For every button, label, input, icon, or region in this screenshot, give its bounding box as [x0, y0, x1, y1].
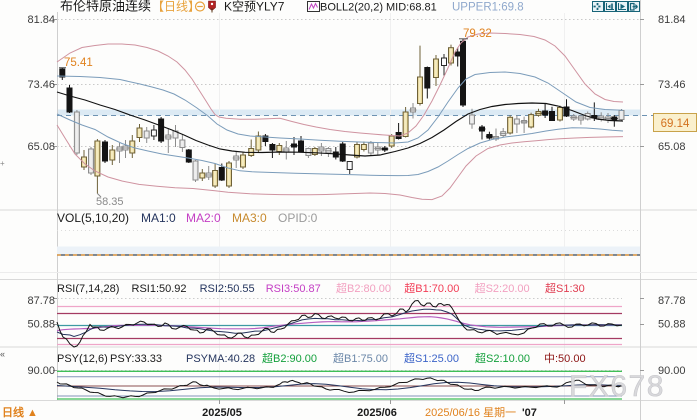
- svg-text:58.35: 58.35: [96, 196, 124, 208]
- svg-text:«: «: [0, 349, 5, 359]
- svg-text:2025/05: 2025/05: [202, 407, 242, 419]
- svg-text:FX678: FX678: [569, 370, 665, 403]
- svg-text:81.84: 81.84: [658, 14, 686, 26]
- svg-text:超S1:25.00: 超S1:25.00: [404, 351, 459, 365]
- svg-text:65.08: 65.08: [658, 141, 686, 153]
- svg-text:73.46: 73.46: [658, 79, 686, 91]
- svg-text:PSY:33.33: PSY:33.33: [110, 353, 162, 365]
- svg-text:'07: '07: [522, 407, 537, 419]
- svg-text:超B2:80.00: 超B2:80.00: [336, 281, 391, 295]
- svg-text:RSI3:50.87: RSI3:50.87: [266, 283, 321, 295]
- svg-text:UPPER1:69.8: UPPER1:69.8: [452, 2, 524, 14]
- svg-text:79.32: 79.32: [463, 28, 492, 40]
- svg-text:75.41: 75.41: [64, 57, 93, 69]
- svg-text:超S2:10.00: 超S2:10.00: [475, 351, 530, 365]
- svg-text:MA2:0: MA2:0: [186, 211, 221, 225]
- svg-text:50.88: 50.88: [27, 319, 55, 331]
- svg-text:超B1:70.00: 超B1:70.00: [404, 281, 459, 295]
- svg-text:2025/06: 2025/06: [357, 407, 397, 419]
- svg-text:50.88: 50.88: [658, 319, 686, 331]
- svg-text:超S2:20.00: 超S2:20.00: [475, 281, 530, 295]
- svg-text:73.46: 73.46: [27, 79, 55, 91]
- svg-text:81.84: 81.84: [27, 14, 55, 26]
- svg-text:PSYMA:40.28: PSYMA:40.28: [186, 353, 255, 365]
- svg-text:90.00: 90.00: [658, 365, 686, 377]
- svg-text:VOL(5,10,20): VOL(5,10,20): [57, 211, 129, 225]
- svg-text:69.14: 69.14: [661, 118, 690, 130]
- svg-text:+: +: [0, 159, 5, 168]
- svg-text:超B2:90.00: 超B2:90.00: [262, 351, 317, 365]
- svg-text:OPID:0: OPID:0: [278, 211, 318, 225]
- svg-text:MA3:0: MA3:0: [232, 211, 267, 225]
- svg-text:87.78: 87.78: [658, 295, 686, 307]
- svg-text:日线 ▲: 日线 ▲: [2, 405, 38, 419]
- svg-text:【日线】: 【日线】: [152, 0, 200, 14]
- svg-text:K空预YLY7: K空预YLY7: [224, 0, 285, 14]
- svg-text:MID:68.81: MID:68.81: [386, 2, 437, 14]
- svg-text:超B1:75.00: 超B1:75.00: [333, 351, 388, 365]
- svg-text:87.78: 87.78: [27, 295, 55, 307]
- svg-text:布伦特原油连续: 布伦特原油连续: [60, 0, 151, 14]
- svg-text:2025/06/16 星期一: 2025/06/16 星期一: [425, 406, 516, 419]
- svg-text:超S1:30: 超S1:30: [545, 281, 585, 295]
- svg-text:MA1:0: MA1:0: [141, 211, 176, 225]
- svg-text:PSY(12,6): PSY(12,6): [57, 353, 108, 365]
- svg-text:65.08: 65.08: [27, 141, 55, 153]
- svg-text:RSI1:50.92: RSI1:50.92: [132, 283, 187, 295]
- svg-text:RSI(7,14,28): RSI(7,14,28): [57, 283, 119, 295]
- svg-text:90.00: 90.00: [27, 365, 55, 377]
- svg-text:中:50.00: 中:50.00: [544, 352, 586, 365]
- svg-text:BOLL2(20,2): BOLL2(20,2): [320, 2, 383, 14]
- svg-text:RSI2:50.55: RSI2:50.55: [200, 283, 255, 295]
